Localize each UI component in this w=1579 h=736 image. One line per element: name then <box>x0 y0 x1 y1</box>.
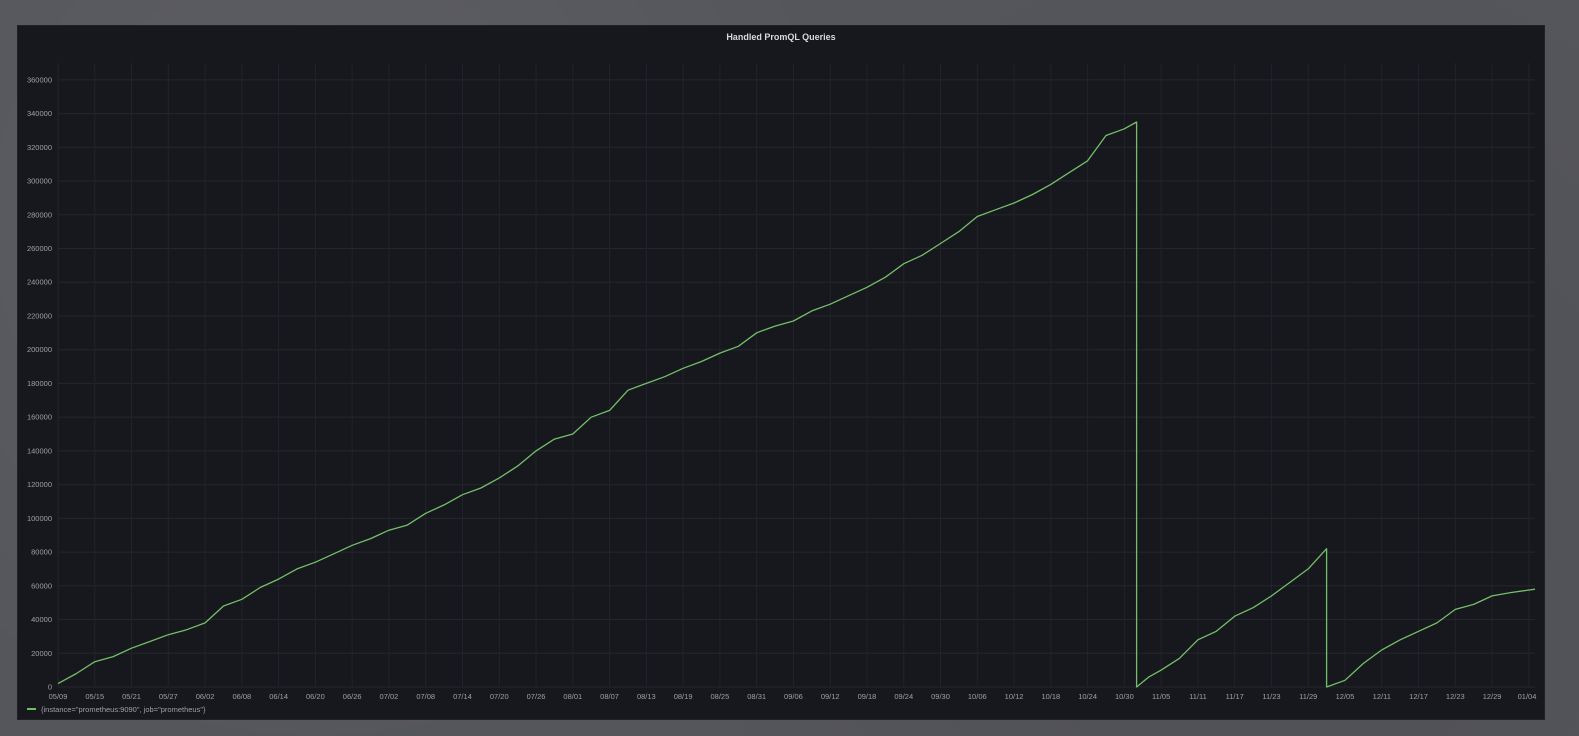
y-tick-label: 360000 <box>27 75 52 84</box>
x-tick-label: 09/12 <box>821 692 840 701</box>
x-tick-label: 12/05 <box>1336 692 1355 701</box>
x-tick-label: 07/26 <box>527 692 546 701</box>
y-tick-label: 120000 <box>27 480 52 489</box>
series-line[interactable] <box>57 121 1536 688</box>
x-axis: 05/09 05/15 05/21 05/27 06/02 06/08 06/14 06/20… <box>49 692 1537 701</box>
x-tick-label: 05/21 <box>122 692 141 701</box>
x-tick-label: 08/25 <box>711 692 730 701</box>
x-tick-label: 11/23 <box>1262 692 1280 701</box>
y-tick-label: 300000 <box>27 177 52 186</box>
x-tick-label: 07/08 <box>416 692 435 701</box>
x-tick-label: 12/17 <box>1409 692 1428 701</box>
x-tick-label: 12/11 <box>1373 692 1391 701</box>
grid <box>57 63 1535 688</box>
x-tick-label: 06/02 <box>196 692 215 701</box>
x-tick-label: 07/14 <box>453 692 472 701</box>
x-tick-label: 01/04 <box>1518 692 1537 701</box>
y-tick-label: 280000 <box>27 210 52 219</box>
y-tick-label: 40000 <box>31 615 52 624</box>
x-tick-label: 09/06 <box>784 692 803 701</box>
x-tick-label: 11/29 <box>1299 692 1317 701</box>
x-tick-label: 11/05 <box>1152 692 1170 701</box>
legend-label[interactable]: {instance="prometheus:9090", job="promet… <box>41 704 206 714</box>
y-tick-label: 240000 <box>27 278 52 287</box>
y-tick-label: 140000 <box>27 446 52 455</box>
x-tick-label: 05/15 <box>85 692 104 701</box>
x-tick-label: 08/13 <box>637 692 656 701</box>
x-tick-label: 10/12 <box>1005 692 1024 701</box>
x-tick-label: 08/19 <box>674 692 693 701</box>
x-tick-label: 10/24 <box>1078 692 1097 701</box>
x-tick-label: 12/23 <box>1446 692 1465 701</box>
x-tick-label: 12/29 <box>1483 692 1502 701</box>
y-tick-label: 180000 <box>27 379 52 388</box>
y-tick-label: 160000 <box>27 413 52 422</box>
x-tick-label: 06/14 <box>269 692 288 701</box>
series-layer <box>57 121 1536 688</box>
x-tick-label: 09/24 <box>894 692 913 701</box>
x-tick-label: 06/26 <box>343 692 362 701</box>
x-tick-label: 05/27 <box>159 692 178 701</box>
x-tick-label: 09/30 <box>931 692 950 701</box>
x-tick-label: 10/30 <box>1115 692 1134 701</box>
y-tick-label: 100000 <box>27 514 52 523</box>
x-tick-label: 06/20 <box>306 692 325 701</box>
graph-panel: Handled PromQL Queries 0 20000 40000 60000 8… <box>17 25 1545 720</box>
y-tick-label: 0 <box>48 683 52 692</box>
x-tick-label: 11/17 <box>1226 692 1244 701</box>
legend-swatch <box>27 708 36 710</box>
y-tick-label: 20000 <box>31 649 52 658</box>
x-tick-label: 07/20 <box>490 692 509 701</box>
x-tick-label: 05/09 <box>49 692 68 701</box>
y-axis: 0 20000 40000 60000 80000 100000 120000 140000 1… <box>27 75 52 691</box>
y-tick-label: 320000 <box>27 143 52 152</box>
y-tick-label: 200000 <box>27 345 52 354</box>
y-tick-label: 60000 <box>31 581 52 590</box>
x-tick-label: 09/18 <box>858 692 877 701</box>
y-tick-label: 260000 <box>27 244 52 253</box>
x-tick-label: 08/31 <box>747 692 766 701</box>
line-chart: 0 20000 40000 60000 80000 100000 120000 140000 1… <box>27 63 1537 701</box>
y-tick-label: 340000 <box>27 109 52 118</box>
legend[interactable]: {instance="prometheus:9090", job="promet… <box>27 703 206 715</box>
x-tick-label: 07/02 <box>380 692 399 701</box>
x-tick-label: 08/01 <box>563 692 582 701</box>
x-tick-label: 10/06 <box>968 692 987 701</box>
panel-title: Handled PromQL Queries <box>726 32 836 42</box>
y-tick-label: 80000 <box>31 548 52 557</box>
x-tick-label: 10/18 <box>1041 692 1060 701</box>
x-tick-label: 08/07 <box>600 692 619 701</box>
y-tick-label: 220000 <box>27 311 52 320</box>
x-tick-label: 06/08 <box>232 692 251 701</box>
x-tick-label: 11/11 <box>1189 692 1207 701</box>
